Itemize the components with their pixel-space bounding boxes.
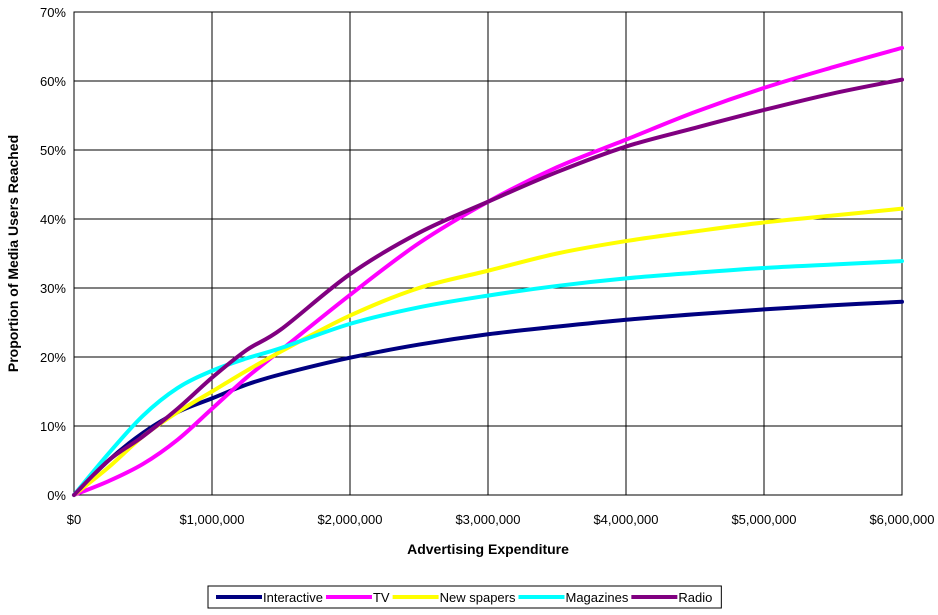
series-line-magazines — [72, 259, 904, 497]
y-tick-label: 40% — [40, 212, 66, 227]
legend-item-radio: Radio — [631, 590, 712, 605]
legend-box — [207, 585, 722, 609]
legend-item-interactive: Interactive — [216, 590, 323, 605]
legend-item-new-spapers: New spapers — [392, 590, 516, 605]
x-tick-label: $0 — [67, 512, 81, 527]
y-tick-label: 50% — [40, 143, 66, 158]
legend-label: TV — [373, 590, 390, 605]
y-tick-label: 20% — [40, 350, 66, 365]
legend-label: New spapers — [440, 590, 516, 605]
y-tick-label: 70% — [40, 5, 66, 20]
x-tick-label: $6,000,000 — [869, 512, 934, 527]
x-axis-title: Advertising Expenditure — [407, 541, 569, 557]
y-tick-label: 10% — [40, 419, 66, 434]
legend-label: Magazines — [565, 590, 628, 605]
series-line-tv — [72, 45, 904, 497]
plot-area-border — [73, 11, 903, 496]
x-tick-label: $2,000,000 — [317, 512, 382, 527]
legend-label: Interactive — [263, 590, 323, 605]
y-tick-label: 30% — [40, 281, 66, 296]
legend-label: Radio — [678, 590, 712, 605]
y-tick-label: 0% — [47, 488, 66, 503]
legend-item-tv: TV — [325, 590, 390, 605]
gridlines — [74, 12, 902, 495]
x-tick-label: $5,000,000 — [731, 512, 796, 527]
y-tick-label: 60% — [40, 74, 66, 89]
x-tick-label: $4,000,000 — [593, 512, 658, 527]
legend-item-magazines: Magazines — [518, 590, 629, 605]
series-layer — [72, 45, 904, 497]
x-axis-tick-labels: $0 $1,000,000 $2,000,000 $3,000,000 $4,000,0… — [67, 512, 935, 527]
legend: Interactive TV New spapers Magazines Radio — [207, 585, 722, 609]
x-tick-label: $3,000,000 — [455, 512, 520, 527]
y-axis-title: Proportion of Media Users Reached — [5, 135, 21, 372]
series-line-radio — [72, 77, 904, 497]
x-tick-label: $1,000,000 — [179, 512, 244, 527]
y-axis-tick-labels: 0% 10% 20% 30% 40% 50% 60% 70% — [40, 5, 66, 503]
